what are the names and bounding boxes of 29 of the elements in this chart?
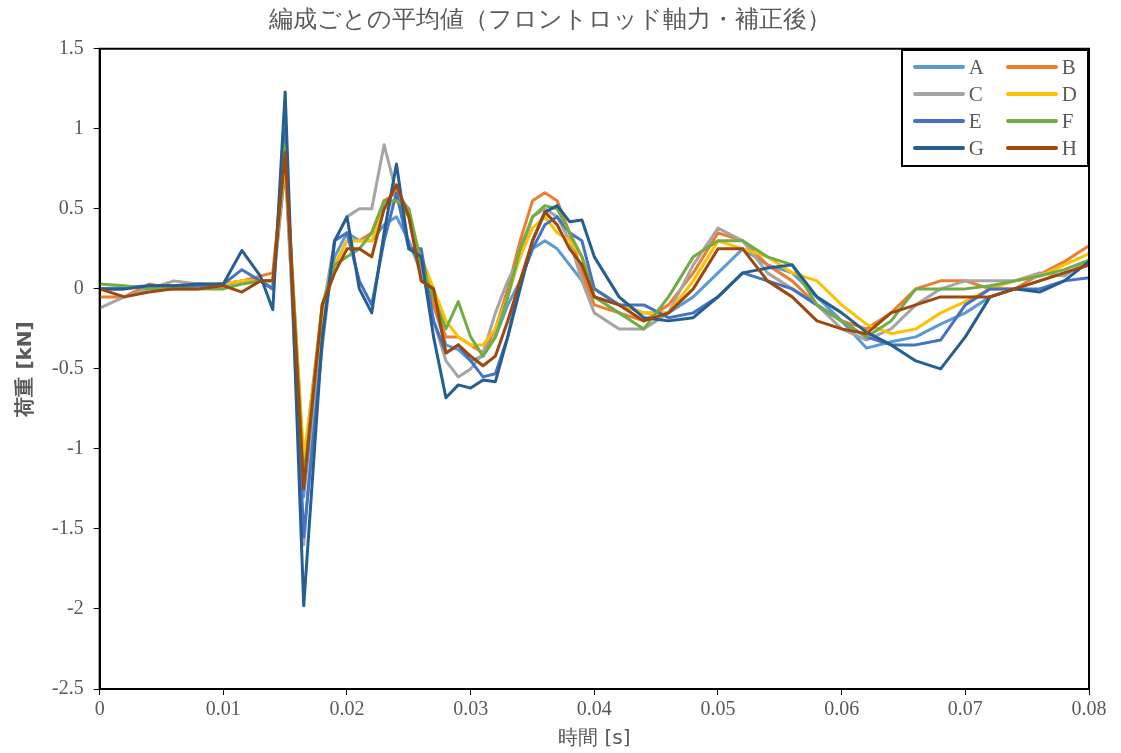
x-tick-label: 0.08 — [1071, 697, 1107, 720]
x-axis-title: 時間 [s] — [558, 725, 631, 750]
x-tick-label: 0 — [94, 697, 105, 720]
x-tick-label: 0.03 — [453, 697, 489, 720]
legend-label: A — [968, 54, 984, 80]
y-tick-label: -0.5 — [51, 356, 84, 379]
y-tick-label: -1.5 — [51, 516, 84, 539]
x-tick-label: 0.07 — [947, 697, 983, 720]
x-tick-label: 0.05 — [700, 697, 736, 720]
y-tick-label: 0.5 — [58, 196, 84, 219]
x-tick-label: 0.02 — [329, 697, 365, 720]
y-tick-label: -1 — [66, 436, 84, 459]
legend-label: E — [968, 108, 982, 134]
x-tick-label: 0.04 — [576, 697, 612, 720]
y-tick-label: 1.5 — [58, 36, 84, 59]
x-tick-label: 0.06 — [824, 697, 860, 720]
legend-label: D — [1061, 81, 1077, 107]
y-tick-label: 1 — [73, 116, 84, 139]
x-tick-label: 0.01 — [205, 697, 241, 720]
y-axis-title: 荷重 [kN] — [12, 321, 37, 418]
legend-label: F — [1061, 108, 1074, 134]
y-tick-label: -2 — [66, 596, 84, 619]
legend-label: B — [1061, 54, 1076, 80]
y-tick-label: 0 — [73, 276, 84, 299]
legend-label: C — [968, 81, 983, 107]
chart-title: 編成ごとの平均値（フロントロッド軸力・補正後） — [267, 4, 831, 33]
y-tick-label: -2.5 — [51, 676, 84, 699]
legend-label: H — [1061, 135, 1077, 161]
legend-label: G — [968, 135, 984, 161]
